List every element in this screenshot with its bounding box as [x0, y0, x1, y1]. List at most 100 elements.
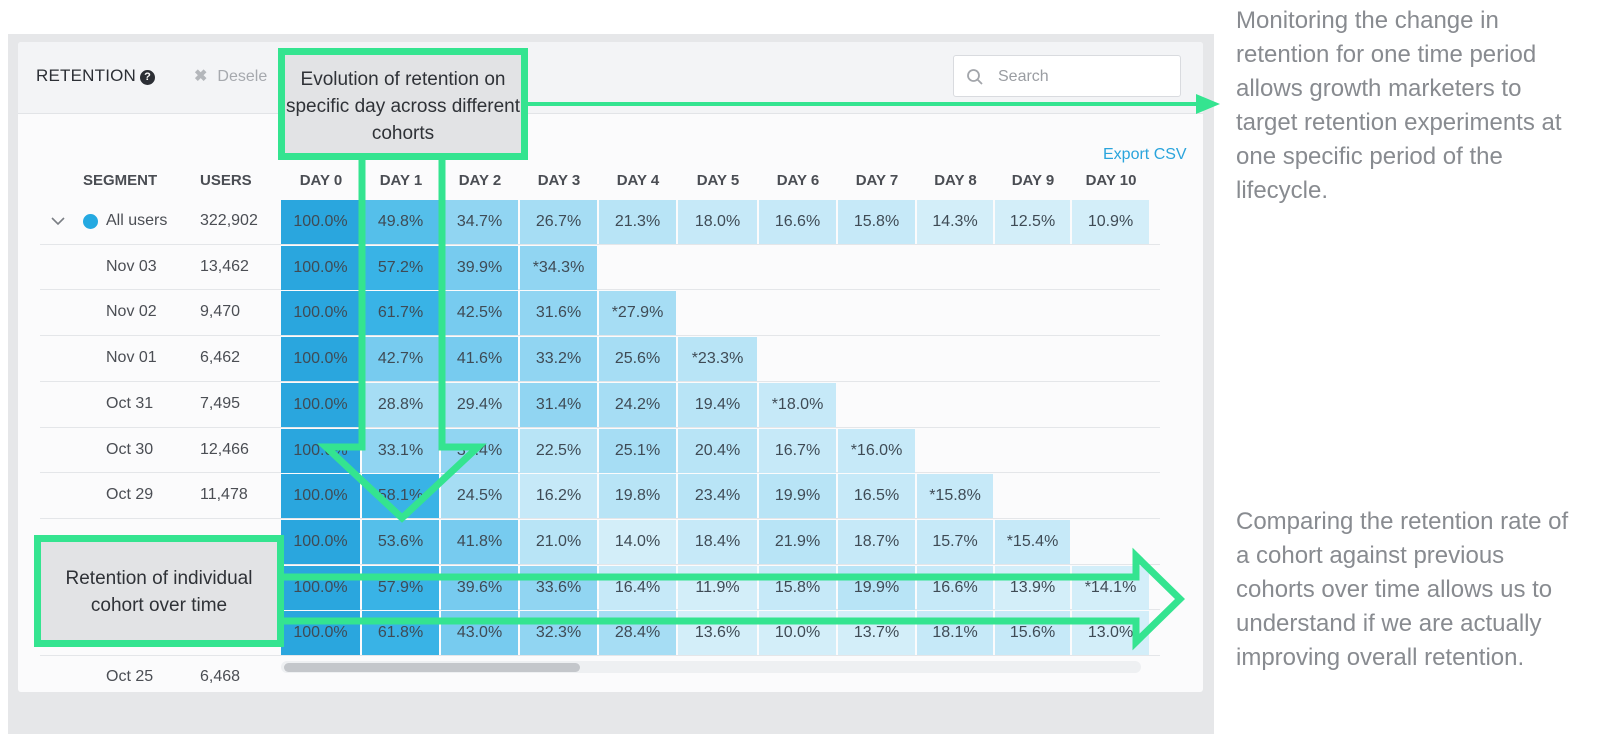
retention-cell[interactable]: 41.6% [441, 337, 518, 382]
day-column-header[interactable]: DAY 2 [458, 172, 502, 189]
row-segment-label[interactable]: Nov 03 [106, 257, 157, 275]
retention-cell[interactable]: 100.0% [281, 245, 360, 290]
retention-cell[interactable]: 12.5% [995, 200, 1070, 244]
retention-cell[interactable]: 25.1% [599, 428, 676, 473]
row-users-count: 6,462 [200, 349, 241, 367]
retention-cell[interactable]: 26.7% [520, 200, 597, 244]
retention-cell[interactable]: 53.6% [362, 519, 439, 564]
retention-cell[interactable]: 15.8% [838, 200, 915, 244]
retention-cell[interactable]: 18.4% [678, 519, 757, 564]
retention-cell[interactable]: 14.3% [917, 200, 993, 244]
day-column-header[interactable]: DAY 3 [537, 172, 581, 189]
search-input[interactable] [996, 66, 1170, 88]
retention-cell[interactable]: 10.9% [1072, 200, 1149, 244]
retention-cell[interactable]: 22.5% [520, 428, 597, 473]
horizontal-scrollbar-thumb[interactable] [284, 663, 580, 672]
retention-cell[interactable]: 21.9% [759, 519, 836, 564]
retention-cell[interactable]: *15.4% [995, 519, 1070, 564]
retention-cell[interactable]: 16.2% [520, 474, 597, 519]
day-column-header[interactable]: DAY 9 [1011, 172, 1055, 189]
retention-cell[interactable]: 16.6% [917, 565, 993, 610]
retention-cell[interactable]: 100.0% [281, 291, 360, 336]
row-segment-label[interactable]: Oct 29 [106, 486, 154, 504]
retention-cell[interactable]: 61.7% [362, 291, 439, 336]
retention-cell[interactable]: 16.5% [838, 474, 915, 519]
question-circle-icon[interactable]: ? [140, 70, 156, 85]
retention-cell[interactable]: 100.0% [281, 200, 360, 244]
row-segment-label[interactable]: Nov 01 [106, 349, 157, 367]
users-column-header[interactable]: USERS [200, 172, 252, 189]
retention-cell[interactable]: *34.3% [520, 245, 597, 290]
retention-cell[interactable]: 13.9% [995, 565, 1070, 610]
retention-cell[interactable]: 31.6% [520, 291, 597, 336]
retention-cell[interactable]: 42.7% [362, 337, 439, 382]
day-column-header[interactable]: DAY 5 [696, 172, 740, 189]
retention-cell[interactable]: 16.6% [759, 200, 836, 244]
retention-cell[interactable]: 15.7% [917, 519, 993, 564]
retention-cell[interactable]: 39.9% [441, 245, 518, 290]
day-column-header[interactable]: DAY 6 [776, 172, 820, 189]
retention-cell[interactable]: 23.4% [678, 474, 757, 519]
day-column-header[interactable]: DAY 1 [379, 172, 423, 189]
retention-cell[interactable]: 42.5% [441, 291, 518, 336]
day-column-header[interactable]: DAY 4 [616, 172, 660, 189]
search-box[interactable] [953, 55, 1181, 97]
retention-cell[interactable]: *23.3% [678, 337, 757, 382]
retention-cell[interactable]: 24.5% [441, 474, 518, 519]
retention-cell[interactable]: 31.4% [520, 382, 597, 427]
retention-cell[interactable]: 14.0% [599, 519, 676, 564]
retention-cell[interactable]: 21.0% [520, 519, 597, 564]
search-icon [967, 69, 983, 85]
retention-cell[interactable]: 34.7% [441, 200, 518, 244]
retention-cell[interactable]: 29.4% [441, 382, 518, 427]
export-csv-link[interactable]: Export CSV [1103, 146, 1187, 163]
row-divider [40, 563, 1160, 565]
chevron-down-icon[interactable] [51, 216, 65, 226]
retention-cell[interactable]: 100.0% [281, 519, 360, 564]
retention-cell[interactable]: 41.8% [441, 519, 518, 564]
retention-cell[interactable]: 18.7% [838, 519, 915, 564]
row-segment-label[interactable]: Oct 31 [106, 394, 154, 412]
deselect-button[interactable]: ✖ Desele [194, 68, 268, 85]
retention-cell[interactable]: 15.8% [759, 565, 836, 610]
retention-cell[interactable]: 21.3% [599, 200, 676, 244]
row-segment-label[interactable]: Nov 02 [106, 303, 157, 321]
retention-cell[interactable]: 19.4% [678, 382, 757, 427]
retention-cell[interactable]: 28.8% [362, 382, 439, 427]
retention-cell[interactable]: *15.8% [917, 474, 993, 519]
retention-cell[interactable]: 25.6% [599, 337, 676, 382]
segment-column-header[interactable]: SEGMENT [83, 172, 158, 189]
day-column-header[interactable]: DAY 8 [934, 172, 977, 189]
row-segment-label[interactable]: Oct 30 [106, 440, 154, 458]
retention-cell[interactable]: *14.1% [1072, 565, 1149, 610]
retention-cell[interactable]: 24.2% [599, 382, 676, 427]
retention-cell[interactable]: 20.4% [678, 428, 757, 473]
retention-cell[interactable]: 19.9% [759, 474, 836, 519]
retention-panel: RETENTION? ✖Desele Export CSV SEGMENT US… [18, 42, 1203, 692]
retention-cell[interactable]: 57.2% [362, 245, 439, 290]
retention-cell[interactable]: 100.0% [281, 337, 360, 382]
retention-cell[interactable]: 16.4% [599, 565, 676, 610]
retention-cell[interactable]: 39.6% [441, 565, 518, 610]
retention-cell[interactable]: 100.0% [281, 474, 360, 519]
row-segment-label[interactable]: All users [106, 212, 168, 229]
row-divider [40, 380, 1160, 382]
retention-cell[interactable]: 33.6% [520, 565, 597, 610]
retention-cell[interactable]: 18.0% [678, 200, 757, 244]
retention-cell[interactable]: 100.0% [281, 382, 360, 427]
day-column-header[interactable]: DAY 7 [855, 172, 899, 189]
day-column-header[interactable]: DAY 0 [299, 172, 343, 189]
retention-cell[interactable]: 49.8% [362, 200, 439, 244]
retention-cell[interactable]: *27.9% [599, 291, 676, 336]
retention-cell[interactable]: 11.9% [678, 565, 757, 610]
retention-cell[interactable]: *18.0% [759, 382, 836, 427]
retention-cell[interactable]: 33.2% [520, 337, 597, 382]
retention-cell[interactable]: *16.0% [838, 428, 915, 473]
retention-cell[interactable]: 100.0% [281, 565, 360, 610]
retention-cell[interactable]: 19.8% [599, 474, 676, 519]
retention-cell[interactable]: 19.9% [838, 565, 915, 610]
retention-cell[interactable]: 16.7% [759, 428, 836, 473]
retention-cell[interactable]: 33.1% [362, 428, 439, 473]
day-column-header[interactable]: DAY 10 [1085, 172, 1137, 189]
retention-cell[interactable]: 57.9% [362, 565, 439, 610]
